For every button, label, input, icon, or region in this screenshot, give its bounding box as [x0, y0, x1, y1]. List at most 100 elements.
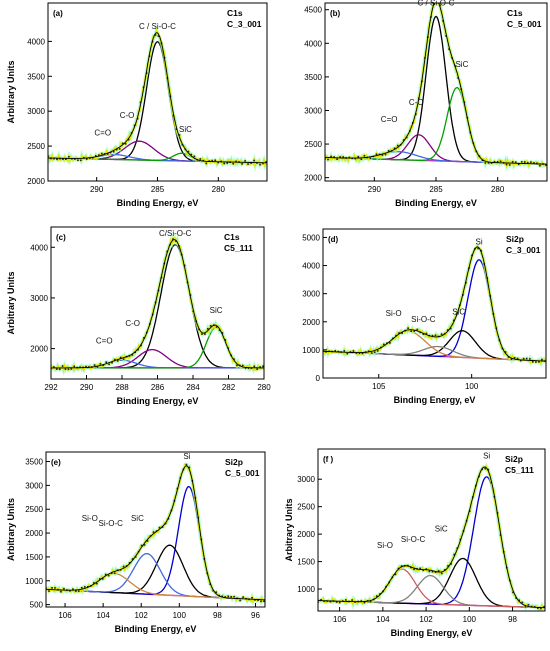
- data-point: [68, 156, 70, 158]
- fit-envelope: [48, 32, 267, 164]
- data-point: [172, 238, 174, 240]
- data-point: [84, 586, 86, 588]
- data-point: [339, 156, 341, 158]
- data-point: [257, 599, 259, 602]
- data-point: [335, 601, 338, 603]
- panel-title-line1: Si2p: [506, 234, 524, 244]
- data-point: [410, 330, 412, 332]
- data-point: [440, 333, 443, 335]
- data-point: [395, 334, 397, 337]
- data-point: [367, 350, 370, 352]
- data-point: [56, 368, 58, 370]
- data-point: [232, 162, 234, 165]
- plot-frame: [324, 2, 548, 182]
- data-point: [122, 565, 125, 568]
- data-point: [187, 150, 190, 153]
- data-point: [425, 332, 428, 335]
- data-point: [256, 368, 258, 370]
- data-point: [152, 531, 155, 533]
- data-point: [525, 357, 528, 360]
- data-point: [511, 161, 514, 163]
- data-point: [111, 361, 113, 364]
- data-point: [108, 363, 110, 366]
- data-point: [518, 599, 520, 602]
- panel-title-line2: C_5_001: [225, 468, 260, 478]
- y-tick-label: 2500: [297, 503, 315, 512]
- data-point: [204, 333, 206, 335]
- data-point: [244, 160, 246, 162]
- x-tick-label: 100: [465, 382, 479, 391]
- x-tick-label: 280: [491, 185, 505, 194]
- peak-label: Si: [183, 452, 190, 461]
- y-tick-label: 1000: [25, 577, 43, 586]
- data-point: [369, 157, 372, 160]
- experimental-data: [48, 27, 267, 169]
- experimental-data: [323, 243, 546, 366]
- y-tick-label: 2000: [25, 529, 43, 538]
- data-point: [508, 164, 511, 166]
- y-tick-label: 3000: [304, 106, 322, 115]
- data-point: [545, 164, 547, 166]
- peak-label: Si: [483, 451, 490, 460]
- data-point: [121, 142, 124, 145]
- data-point: [535, 361, 537, 363]
- data-point: [453, 319, 455, 322]
- chart-panel-2: 290 285 280 2000 2500 3000 3500 4000 4500 Binding…: [304, 0, 548, 208]
- x-tick-label: 104: [376, 615, 390, 624]
- data-point: [499, 160, 502, 163]
- data-point: [83, 156, 85, 159]
- x-tick-label: 106: [333, 615, 347, 624]
- data-point: [236, 364, 238, 367]
- data-point: [131, 354, 134, 356]
- data-point: [65, 158, 67, 160]
- data-point: [221, 595, 223, 598]
- peak-label: SiC: [179, 125, 192, 134]
- data-point: [233, 358, 235, 360]
- data-point: [92, 157, 94, 159]
- experimental-data: [318, 464, 545, 611]
- x-axis-label: Binding Energy, eV: [117, 396, 199, 406]
- data-point: [513, 357, 516, 359]
- data-point: [226, 162, 228, 164]
- peak-label: Si-O-C: [401, 535, 426, 544]
- peak-label: SiC: [435, 524, 448, 533]
- data-point: [118, 148, 121, 150]
- data-point: [67, 368, 70, 371]
- panel-letter: (c): [56, 233, 66, 242]
- peak-label: Si-O-C: [411, 315, 436, 324]
- data-point: [361, 352, 364, 355]
- data-point: [504, 351, 507, 353]
- data-point: [227, 595, 229, 598]
- data-point: [96, 366, 99, 368]
- data-point: [487, 468, 489, 471]
- data-point: [521, 601, 524, 604]
- data-point: [115, 148, 118, 151]
- plot-frame: [317, 448, 546, 612]
- data-point: [334, 350, 336, 352]
- peak-label: C/Si-O-C: [159, 229, 192, 238]
- data-point: [70, 368, 73, 370]
- data-point: [217, 161, 219, 164]
- data-point: [505, 163, 508, 166]
- data-point: [358, 352, 361, 355]
- data-point: [425, 568, 428, 570]
- data-point: [333, 156, 335, 158]
- y-tick-label: 4000: [302, 262, 320, 271]
- data-point: [64, 368, 67, 370]
- data-point: [543, 606, 545, 608]
- data-point: [247, 163, 249, 165]
- data-point: [254, 599, 256, 601]
- data-point: [154, 34, 157, 36]
- data-point: [175, 240, 177, 242]
- data-point: [223, 162, 225, 165]
- data-point: [105, 361, 107, 363]
- peak-component-c-si-o-c: [325, 15, 547, 165]
- data-point: [517, 163, 520, 165]
- panel-title-line2: C_3_001: [227, 19, 262, 29]
- peak-label: C-O: [120, 111, 135, 120]
- x-tick-label: 280: [257, 383, 271, 392]
- peak-label: Si-O: [377, 541, 393, 550]
- data-point: [447, 565, 449, 567]
- data-point: [428, 570, 431, 573]
- data-point: [510, 358, 513, 360]
